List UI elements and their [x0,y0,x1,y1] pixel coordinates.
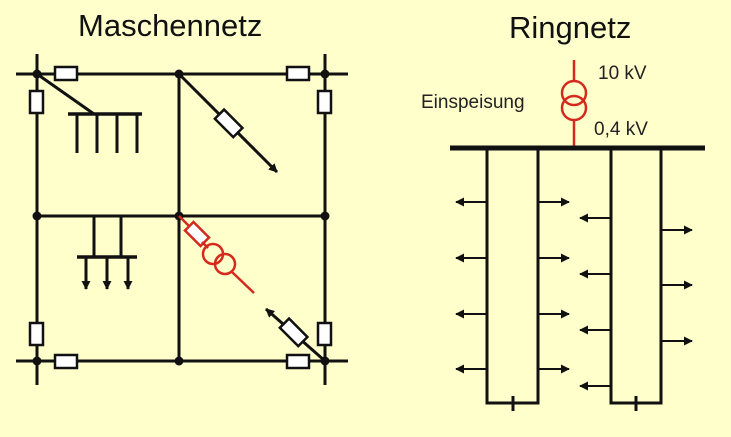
ring-network [450,145,705,411]
high-voltage-label: 10 kV [598,63,647,84]
junction-node [174,69,184,79]
ring-transformer-feed [560,60,588,148]
fuse-icon [213,107,245,139]
mesh-feed-line [231,271,255,294]
ring-network-title: Ringnetz [509,10,632,45]
mesh-network-title: Maschennetz [78,8,263,43]
junction-node [32,356,42,366]
transformer-icon [560,79,588,107]
mesh-transformer-feed [178,215,255,294]
fuse-icon [285,65,311,82]
fuse-icon [316,321,333,347]
junction-node [32,211,42,221]
fuse-icon [316,89,333,115]
ring-loop-left [485,148,540,405]
junction-node [320,211,330,221]
mesh-nodes [32,69,330,366]
fuse-icon [285,353,311,370]
ring-load-arrows [455,197,693,391]
junction-node [32,69,42,79]
mesh-fuses [28,65,333,370]
junction-node [320,356,330,366]
fuse-icon [278,316,310,348]
transformer-icon [213,252,237,276]
fuse-icon [53,353,79,370]
mesh-load-feed-diagonal [36,72,95,116]
fuse-icon [183,220,211,248]
feed-label: Einspeisung [421,92,525,113]
fuse-icon [53,65,79,82]
junction-node [320,69,330,79]
fuse-icon [28,89,45,115]
fuse-icon [28,321,45,347]
junction-node [174,356,184,366]
transformer-icon [560,94,588,122]
low-voltage-label: 0,4 kV [594,119,648,140]
ring-loop-right [609,148,663,405]
